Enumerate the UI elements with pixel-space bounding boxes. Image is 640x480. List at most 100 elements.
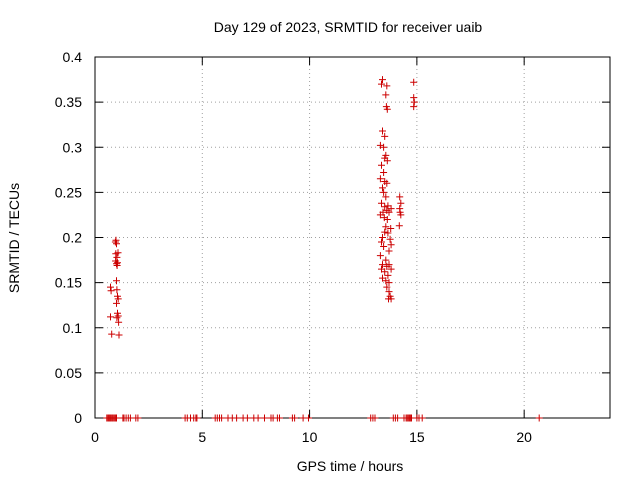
data-point xyxy=(387,205,395,213)
data-point xyxy=(395,222,403,230)
data-point xyxy=(380,243,388,250)
data-point xyxy=(387,295,395,303)
y-axis-label: SRMTID / TECUs xyxy=(6,183,22,293)
x-tick-label: 20 xyxy=(516,429,532,445)
data-point xyxy=(218,414,226,422)
data-point xyxy=(410,103,418,111)
x-tick-label: 15 xyxy=(409,429,425,445)
data-point xyxy=(134,414,142,422)
data-point xyxy=(382,223,390,231)
data-point xyxy=(254,414,262,422)
data-point xyxy=(382,277,390,285)
data-point xyxy=(385,208,393,216)
data-point xyxy=(381,268,389,276)
data-point xyxy=(384,229,392,237)
data-point xyxy=(380,169,388,176)
data-point xyxy=(193,414,201,422)
data-point xyxy=(113,414,120,422)
plot-frame xyxy=(94,56,611,419)
grid xyxy=(95,57,610,418)
data-point xyxy=(107,313,114,321)
data-point xyxy=(111,238,119,246)
data-point xyxy=(379,261,386,269)
data-point xyxy=(371,414,379,422)
data-point xyxy=(376,252,384,260)
data-point xyxy=(386,235,394,243)
x-tick-label: 5 xyxy=(198,429,206,445)
data-point xyxy=(114,295,122,303)
y-tick-label: 0 xyxy=(74,410,82,426)
data-point xyxy=(276,414,283,422)
data-point xyxy=(382,91,390,99)
y-tick-label: 0.4 xyxy=(63,49,83,65)
data-point xyxy=(108,330,116,338)
data-point xyxy=(381,228,389,236)
data-point xyxy=(410,78,418,86)
data-point xyxy=(114,259,121,267)
data-point xyxy=(397,199,405,207)
data-point xyxy=(376,141,384,149)
data-point xyxy=(535,414,543,422)
data-point xyxy=(113,253,121,261)
data-point xyxy=(379,127,386,135)
data-point xyxy=(376,211,384,219)
data-point xyxy=(376,175,384,183)
data-point xyxy=(379,76,386,84)
data-point xyxy=(113,240,120,248)
data-point xyxy=(379,184,386,192)
data-point xyxy=(383,82,391,90)
data-point xyxy=(114,312,122,320)
data-point xyxy=(378,238,385,246)
ticks: 0 0.05 0.1 0.15 0.2 0.25 0.3 0.35 0.4 0 5 10 15 20 xyxy=(55,49,610,445)
data-point xyxy=(381,132,389,140)
data-point xyxy=(381,203,389,211)
data-point xyxy=(387,225,395,232)
data-point xyxy=(113,314,121,322)
y-tick-label: 0.3 xyxy=(63,139,83,155)
data-point xyxy=(113,277,120,285)
y-tick-label: 0.15 xyxy=(55,275,82,291)
data-point xyxy=(385,279,393,287)
data-point xyxy=(384,271,392,279)
data-point xyxy=(378,80,385,88)
data-point xyxy=(380,143,388,151)
data-point xyxy=(115,318,123,326)
data-point xyxy=(114,249,122,257)
data-points xyxy=(103,76,543,422)
data-point xyxy=(113,260,120,268)
data-point xyxy=(396,193,404,201)
data-point xyxy=(305,414,312,422)
data-point xyxy=(383,157,391,165)
data-point xyxy=(291,414,299,422)
data-point xyxy=(113,286,121,294)
y-tick-label: 0.05 xyxy=(55,365,82,381)
data-point xyxy=(115,331,123,339)
x-tick-label: 0 xyxy=(91,429,99,445)
data-point xyxy=(379,234,386,241)
data-point xyxy=(383,283,391,291)
data-point xyxy=(383,216,391,223)
y-tick-label: 0.35 xyxy=(55,94,82,110)
data-point xyxy=(383,179,391,187)
data-point xyxy=(107,283,114,291)
x-tick-label: 10 xyxy=(302,429,318,445)
data-point xyxy=(382,193,390,201)
data-point xyxy=(387,241,395,249)
data-point xyxy=(383,262,391,270)
y-tick-label: 0.1 xyxy=(63,320,83,336)
data-point xyxy=(378,199,385,207)
data-point xyxy=(418,414,426,422)
x-axis-label: GPS time / hours xyxy=(297,458,404,474)
data-point xyxy=(394,414,402,422)
data-point xyxy=(410,98,418,106)
data-point xyxy=(382,256,390,264)
y-tick-label: 0.2 xyxy=(63,230,83,246)
chart-title: Day 129 of 2023, SRMTID for receiver uai… xyxy=(214,19,483,35)
y-tick-label: 0.25 xyxy=(55,184,82,200)
data-point xyxy=(387,265,395,273)
data-point xyxy=(385,288,393,296)
data-point xyxy=(243,414,251,422)
data-point xyxy=(385,247,393,255)
data-point xyxy=(233,414,241,422)
